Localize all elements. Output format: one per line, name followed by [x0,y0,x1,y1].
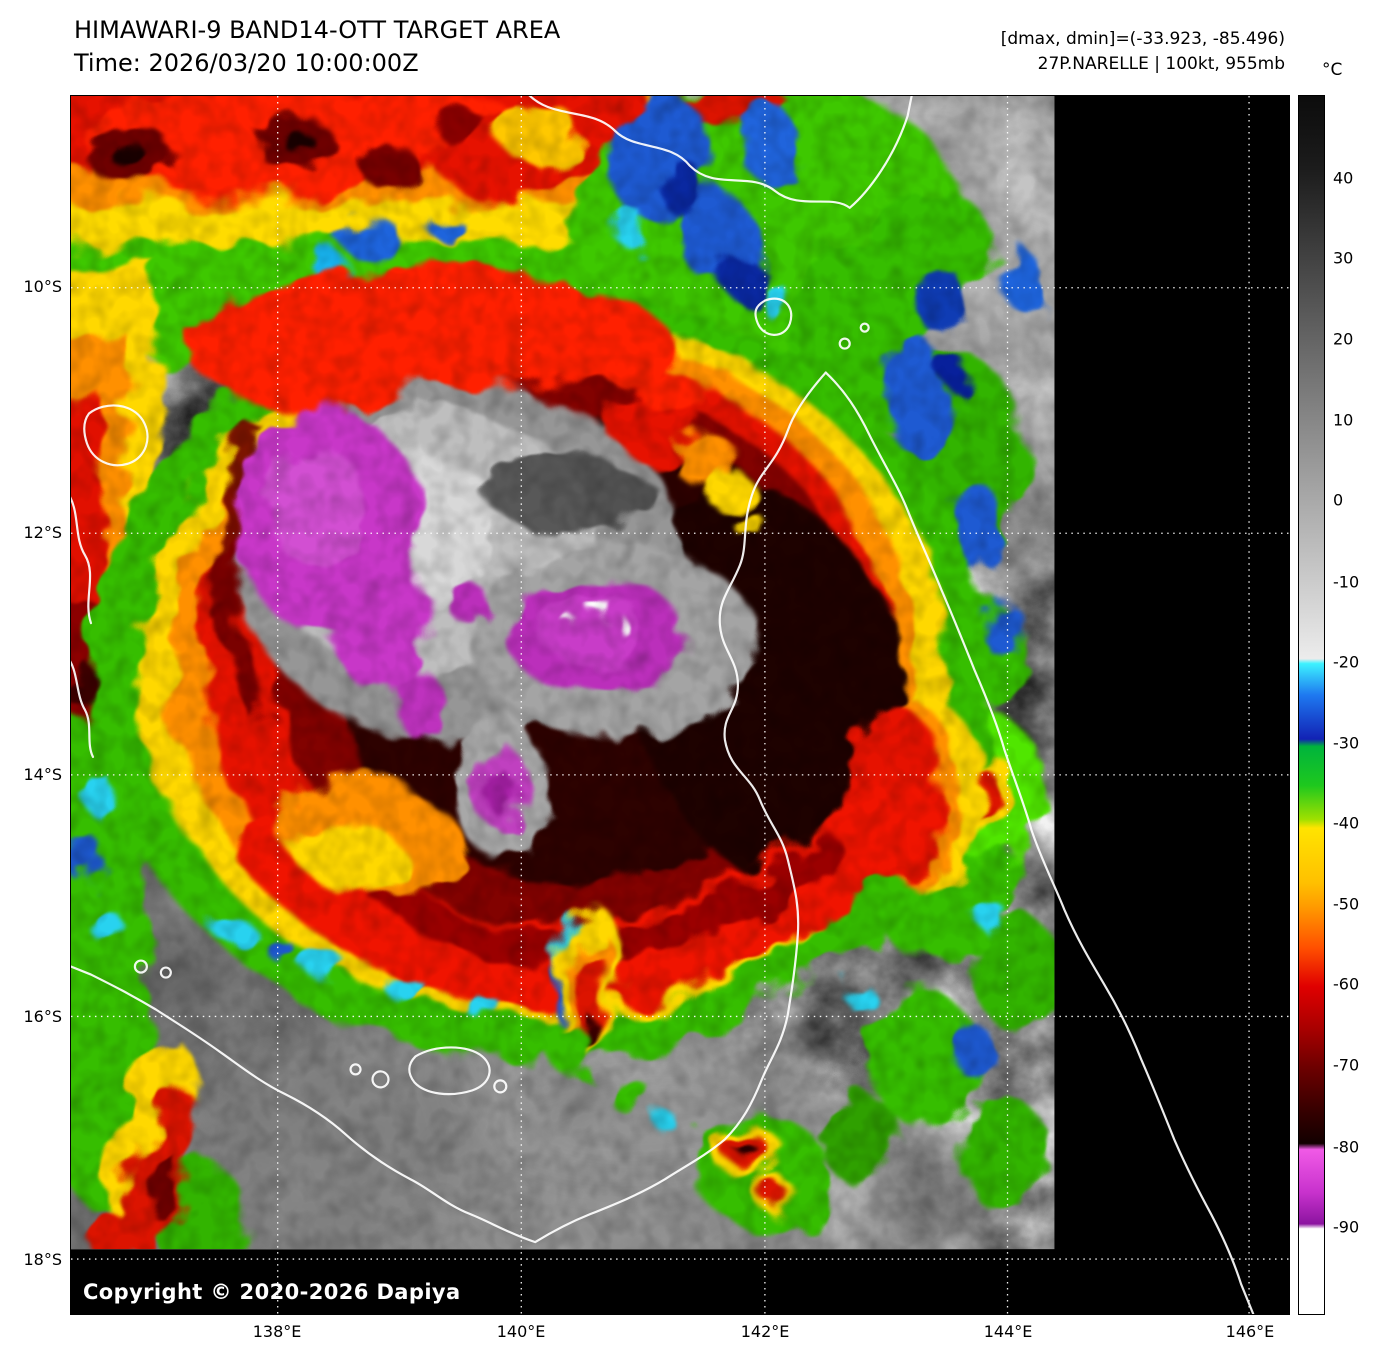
lon-tick-label: 140°E [496,1322,546,1341]
colorbar-tick-label: -30 [1333,733,1360,753]
satellite-data-area [71,96,1055,1250]
lat-tick-label: 10°S [23,277,62,297]
lat-tick-label: 14°S [23,765,62,785]
png-island-outline [754,297,793,336]
colorbar-tick-label: -20 [1333,652,1360,672]
small-island [349,1063,362,1076]
small-island [493,1079,508,1094]
small-island [159,966,172,979]
lon-tick-label: 146°E [1225,1322,1275,1341]
dmax-dmin-readout: [dmax, dmin]=(-33.923, -85.496) [1000,29,1285,49]
small-island [859,322,870,333]
nt-coastline [71,496,93,625]
image-timestamp: Time: 2026/03/20 10:00:00Z [74,49,419,77]
lon-tick-label: 144°E [983,1322,1033,1341]
small-island [838,337,851,350]
cape-york-west-coastline [71,371,827,1244]
page-title: HIMAWARI-9 BAND14-OTT TARGET AREA [74,16,561,44]
nt-coastline-2 [71,660,95,759]
lat-tick-label: 12°S [23,522,62,542]
queensland-east-coastline [824,371,1255,1314]
colorbar-tick-label: 40 [1333,168,1354,188]
header-meta: [dmax, dmin]=(-33.923, -85.496) 27P.NARE… [1001,27,1285,77]
copyright-notice: Copyright © 2020-2026 Dapiya [83,1280,461,1304]
colorbar-tick-label: -70 [1333,1055,1360,1075]
satellite-map: Copyright © 2020-2026 Dapiya [70,95,1290,1315]
small-island [371,1070,390,1089]
colorbar-tick-label: 20 [1333,329,1354,349]
lat-tick-label: 16°S [23,1006,62,1026]
colorbar-unit-label: °C [1322,60,1343,80]
colorbar-tick-label: -10 [1333,572,1360,592]
png-coastline [528,96,913,209]
colorbar-tick-label: -60 [1333,974,1360,994]
storm-info: 27P.NARELLE | 100kt, 955mb [1037,54,1285,74]
lon-tick-label: 142°E [740,1322,790,1341]
satellite-imagery [71,96,1289,1314]
colorbar-tick-label: -90 [1333,1217,1360,1237]
coastlines [71,96,1255,1314]
colorbar-tick-label: -50 [1333,894,1360,914]
colorbar-tick-label: -80 [1333,1137,1360,1157]
colorbar-tick-label: -40 [1333,813,1360,833]
lon-tick-label: 138°E [252,1322,302,1341]
lat-tick-label: 18°S [23,1249,62,1269]
colorbar-tick-label: 30 [1333,248,1354,268]
colorbar [1298,95,1325,1315]
mornington-island-outline [408,1046,491,1096]
small-island [133,959,148,974]
colorbar-tick-label: 0 [1333,490,1344,510]
colorbar-tick-label: 10 [1333,410,1354,430]
groote-eylandt-outline [83,404,149,467]
